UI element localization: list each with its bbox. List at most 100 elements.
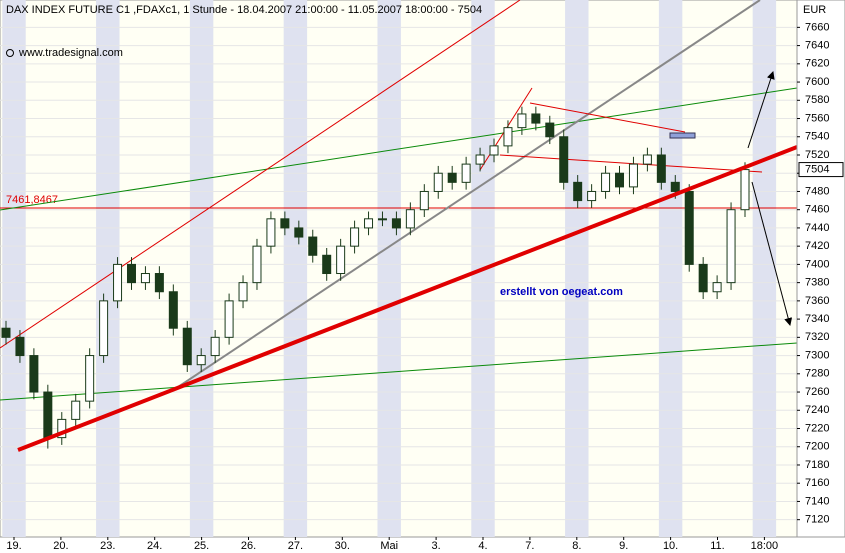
candle-body bbox=[433, 172, 443, 192]
y-tick-label: 7280 bbox=[805, 368, 829, 380]
candle-body bbox=[698, 263, 708, 293]
day-stripe bbox=[658, 0, 683, 537]
candle-body bbox=[113, 263, 123, 302]
x-tick-label: 20. bbox=[53, 540, 68, 552]
candle-body bbox=[419, 190, 429, 211]
candle-body bbox=[475, 154, 485, 165]
y-tick-label: 7140 bbox=[805, 495, 829, 507]
candle-body bbox=[364, 218, 374, 229]
candle-body bbox=[336, 245, 346, 275]
candle-body bbox=[154, 273, 164, 293]
source: www.tradesignal.com bbox=[18, 47, 123, 59]
candle-body bbox=[308, 236, 318, 256]
y-tick-label: 7520 bbox=[805, 149, 829, 161]
candle-body bbox=[29, 355, 39, 393]
x-tick-label: 26. bbox=[241, 540, 256, 552]
y-tick-label: 7220 bbox=[805, 422, 829, 434]
trend-line bbox=[0, 0, 521, 349]
x-tick-label: 23. bbox=[100, 540, 115, 552]
candle-body bbox=[99, 300, 109, 357]
x-tick-label: 7. bbox=[525, 540, 534, 552]
x-tick-label: 10. bbox=[663, 540, 678, 552]
x-tick-label: 18:00 bbox=[751, 540, 779, 552]
y-tick-label: 7560 bbox=[805, 112, 829, 124]
y-tick-label: 7120 bbox=[805, 514, 829, 526]
x-tick-label: 8. bbox=[572, 540, 581, 552]
source-icon bbox=[6, 49, 14, 57]
day-stripe bbox=[283, 0, 308, 537]
y-tick-label: 7580 bbox=[805, 94, 829, 106]
candle-body bbox=[573, 181, 583, 202]
candle-body bbox=[642, 154, 652, 165]
last-price-box bbox=[798, 162, 844, 178]
x-tick-label: 3. bbox=[432, 540, 441, 552]
candle-body bbox=[85, 355, 95, 402]
y-tick-label: 7620 bbox=[805, 58, 829, 70]
y-tick-label: 7540 bbox=[805, 131, 829, 143]
candle-body bbox=[57, 418, 67, 439]
y-tick-label: 7460 bbox=[805, 204, 829, 216]
y-tick-label: 7660 bbox=[805, 21, 829, 33]
candle-body bbox=[294, 227, 304, 238]
candle-body bbox=[684, 190, 694, 265]
x-tick-label: 24. bbox=[147, 540, 162, 552]
candle-body bbox=[517, 113, 527, 129]
candle-body bbox=[405, 209, 415, 229]
y-tick-label: 7240 bbox=[805, 404, 829, 416]
day-stripe bbox=[377, 0, 401, 537]
y-tick-label: 7320 bbox=[805, 331, 829, 343]
candle-body bbox=[252, 245, 262, 284]
trend-line bbox=[499, 154, 763, 173]
candle-body bbox=[503, 127, 513, 147]
y-unit: EUR bbox=[803, 4, 826, 16]
candle-body bbox=[350, 227, 360, 247]
candle-body bbox=[168, 291, 178, 329]
x-tick-label: 19. bbox=[6, 540, 21, 552]
y-tick-label: 7360 bbox=[805, 295, 829, 307]
candle-body bbox=[196, 355, 206, 366]
x-tick-label: 9. bbox=[619, 540, 628, 552]
candle-body bbox=[601, 172, 611, 192]
x-tick-label: 27. bbox=[288, 540, 303, 552]
candle-body bbox=[587, 190, 597, 202]
candle-body bbox=[210, 336, 220, 357]
support-line bbox=[17, 145, 798, 452]
trend-line bbox=[0, 87, 798, 211]
day-stripe bbox=[96, 0, 120, 537]
y-tick-label: 7200 bbox=[805, 441, 829, 453]
candle-body bbox=[740, 169, 750, 211]
candle-body bbox=[489, 145, 499, 156]
annotation: erstellt von oegeat.com bbox=[500, 286, 623, 298]
candle-body bbox=[447, 172, 457, 183]
y-tick-label: 7420 bbox=[805, 240, 829, 252]
marker-box bbox=[669, 132, 696, 139]
y-tick-label: 7160 bbox=[805, 477, 829, 489]
candle-body bbox=[224, 300, 234, 338]
day-stripe bbox=[189, 0, 214, 537]
x-tick-label: Mai bbox=[380, 540, 398, 552]
y-tick-label: 7180 bbox=[805, 459, 829, 471]
arrow bbox=[751, 181, 793, 326]
x-tick-label: 25. bbox=[194, 540, 209, 552]
y-tick-label: 7440 bbox=[805, 222, 829, 234]
candle-body bbox=[628, 163, 638, 188]
candle-body bbox=[71, 400, 81, 420]
day-stripe bbox=[565, 0, 589, 537]
candle-body bbox=[238, 282, 248, 302]
candle-body bbox=[531, 113, 541, 124]
candle-body bbox=[266, 218, 276, 247]
y-tick-label: 7640 bbox=[805, 39, 829, 51]
y-axis bbox=[796, 0, 845, 538]
trend-line bbox=[529, 102, 686, 133]
y-tick-label: 7480 bbox=[805, 185, 829, 197]
y-tick-label: 7380 bbox=[805, 277, 829, 289]
candle-body bbox=[15, 336, 25, 357]
candle-body bbox=[140, 273, 150, 284]
candle-body bbox=[726, 209, 736, 284]
trend-line bbox=[177, 0, 761, 388]
candle-body bbox=[1, 327, 11, 338]
candle-body bbox=[656, 154, 666, 183]
candle-body bbox=[615, 172, 625, 188]
chart-title: DAX INDEX FUTURE C1 ,FDAXc1, 1 Stunde - … bbox=[6, 4, 482, 16]
